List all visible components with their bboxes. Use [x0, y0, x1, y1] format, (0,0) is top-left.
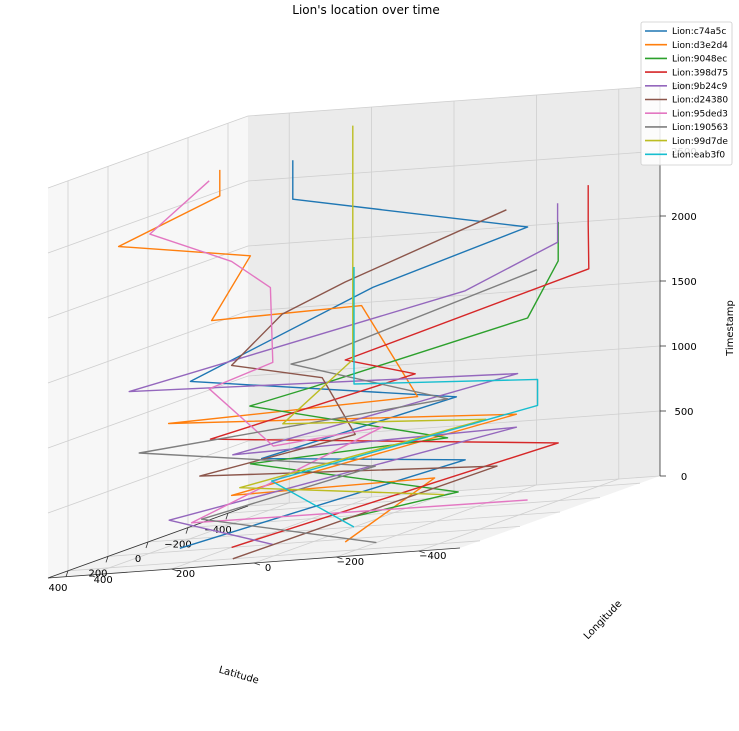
series-line-1: [117, 169, 518, 543]
z-grid-line: [47, 150, 661, 254]
z-grid-line: [47, 410, 661, 514]
z-grid-line: [47, 280, 661, 384]
x-tick-label: −200: [164, 540, 191, 551]
legend-entry: Lion:d3e2d4: [672, 41, 728, 51]
z-axis-title: Timestamp: [725, 300, 736, 357]
y-tick-label: 0: [265, 563, 271, 574]
legend-entry: Lion:190563: [672, 123, 728, 133]
y-tick-mark: [89, 574, 96, 578]
series-line-2: [249, 221, 559, 520]
x-tick-mark: [65, 570, 69, 577]
x-tick-label: −400: [204, 525, 231, 536]
legend: Lion:c74a5c Lion:d3e2d4 Lion:9048ec Lion:39…: [640, 21, 733, 166]
legend-entry: Lion:9b24c9: [672, 82, 728, 92]
z-tick-label: 1000: [671, 342, 696, 353]
z-grid-line: [47, 345, 661, 449]
x-tick-mark: [185, 527, 189, 534]
z-grid-line: [47, 85, 661, 189]
y-tick-label: −200: [337, 557, 364, 568]
series-line-3: [209, 185, 590, 549]
y-tick-label: 200: [176, 569, 195, 580]
z-tick-label: 2000: [671, 212, 696, 223]
y-tick-mark: [171, 568, 178, 572]
series-line-8: [239, 125, 487, 496]
y-tick-label: −400: [419, 551, 446, 562]
legend-entry: Lion:d24380: [672, 96, 728, 106]
x-tick-mark: [105, 556, 109, 563]
x-tick-mark: [145, 541, 149, 549]
series-line-5: [199, 209, 507, 560]
y-tick-mark: [418, 550, 425, 554]
x-axis-title: Latitude: [217, 665, 260, 687]
x-tick-label: 400: [48, 583, 67, 594]
legend-entry: Lion:95ded3: [672, 109, 728, 119]
z-tick-label: 1500: [671, 277, 696, 288]
z-tick-label: 500: [674, 407, 693, 418]
y-tick-mark: [336, 556, 343, 560]
y-tick-mark: [253, 562, 261, 566]
legend-entry: Lion:c74a5c: [672, 27, 726, 37]
series-line-9: [270, 267, 539, 528]
legend-entry: Lion:398d75: [672, 68, 728, 78]
y-axis-title: Longitude: [582, 599, 624, 642]
legend-entry: Lion:eab3f0: [672, 151, 725, 161]
chart-title: Lion's location over time: [292, 3, 439, 17]
z-tick-label: 0: [681, 472, 687, 483]
legend-entry: Lion:9048ec: [672, 55, 727, 65]
series-lines: [117, 125, 590, 560]
y-tick-label: 400: [94, 575, 113, 586]
x-tick-label: 0: [135, 554, 141, 565]
x-tick-label: 200: [88, 568, 107, 579]
x-tick-mark: [225, 513, 229, 520]
legend-entry: Lion:99d7de: [672, 137, 728, 147]
series-line-7: [138, 269, 538, 544]
